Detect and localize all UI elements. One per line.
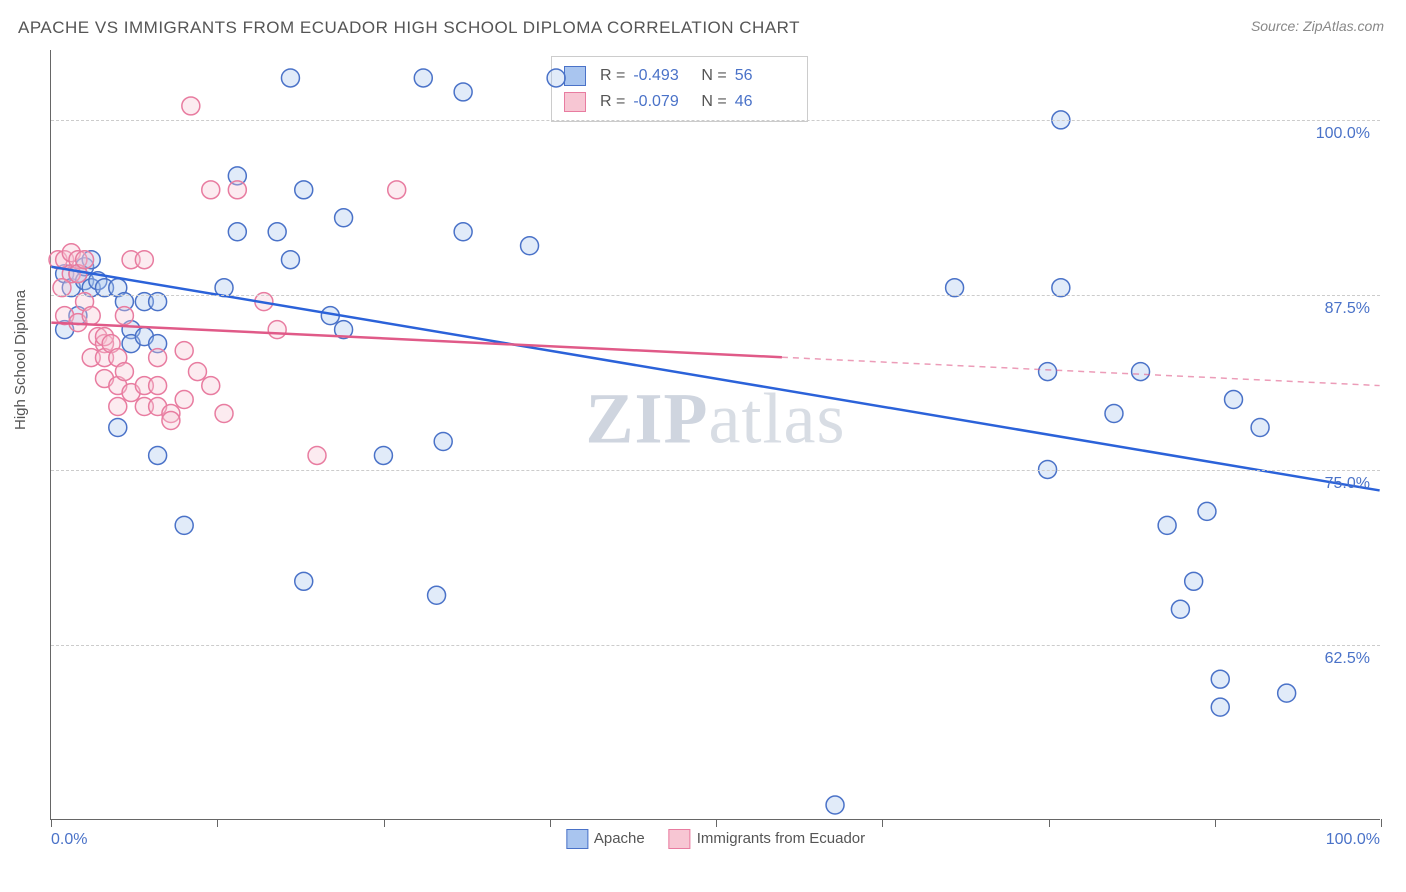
data-point: [1158, 516, 1176, 534]
data-point: [149, 446, 167, 464]
data-point: [374, 446, 392, 464]
data-point: [215, 405, 233, 423]
data-point: [53, 279, 71, 297]
data-point: [281, 69, 299, 87]
data-point: [335, 209, 353, 227]
data-point: [1211, 670, 1229, 688]
x-axis-min-label: 0.0%: [51, 831, 87, 849]
y-tick-label: 75.0%: [1325, 475, 1370, 493]
data-point: [295, 572, 313, 590]
x-tick: [51, 819, 52, 827]
data-point: [946, 279, 964, 297]
source-label: Source: ZipAtlas.com: [1251, 18, 1384, 34]
x-tick: [384, 819, 385, 827]
y-tick-label: 100.0%: [1316, 125, 1370, 143]
data-point: [135, 251, 153, 269]
data-point: [268, 223, 286, 241]
data-point: [388, 181, 406, 199]
x-tick: [882, 819, 883, 827]
data-point: [228, 181, 246, 199]
data-point: [1211, 698, 1229, 716]
data-point: [76, 251, 94, 269]
data-point: [202, 377, 220, 395]
data-point: [149, 377, 167, 395]
legend-swatch: [669, 829, 691, 849]
y-tick-label: 62.5%: [1325, 650, 1370, 668]
gridline: [51, 470, 1380, 471]
gridline: [51, 120, 1380, 121]
data-point: [428, 586, 446, 604]
legend-item: Apache: [566, 829, 645, 849]
data-point: [1105, 405, 1123, 423]
data-point: [202, 181, 220, 199]
data-point: [454, 223, 472, 241]
legend-label: Apache: [594, 830, 645, 847]
data-point: [414, 69, 432, 87]
data-point: [1278, 684, 1296, 702]
chart-title: APACHE VS IMMIGRANTS FROM ECUADOR HIGH S…: [18, 18, 800, 38]
data-point: [1052, 279, 1070, 297]
x-axis-max-label: 100.0%: [1326, 831, 1380, 849]
legend-label: Immigrants from Ecuador: [697, 830, 865, 847]
x-tick: [716, 819, 717, 827]
data-point: [175, 391, 193, 409]
x-tick: [1381, 819, 1382, 827]
trend-line-dashed: [782, 357, 1380, 385]
data-point: [149, 349, 167, 367]
series-legend: Apache Immigrants from Ecuador: [566, 829, 865, 849]
data-point: [1132, 363, 1150, 381]
data-point: [109, 419, 127, 437]
data-point: [115, 307, 133, 325]
data-point: [295, 181, 313, 199]
plot-area: ZIPatlas R = -0.493N = 56R = -0.079N = 4…: [50, 50, 1380, 820]
data-point: [1171, 600, 1189, 618]
data-point: [434, 433, 452, 451]
data-point: [1251, 419, 1269, 437]
trend-line: [51, 267, 1379, 491]
data-point: [228, 223, 246, 241]
x-tick: [1049, 819, 1050, 827]
data-point: [82, 307, 100, 325]
data-point: [162, 412, 180, 430]
gridline: [51, 645, 1380, 646]
data-point: [1198, 502, 1216, 520]
data-point: [188, 363, 206, 381]
data-point: [521, 237, 539, 255]
data-point: [109, 398, 127, 416]
scatter-svg: [51, 50, 1380, 819]
data-point: [1185, 572, 1203, 590]
x-tick: [550, 819, 551, 827]
legend-item: Immigrants from Ecuador: [669, 829, 865, 849]
data-point: [281, 251, 299, 269]
y-axis-label: High School Diploma: [12, 290, 29, 430]
y-tick-label: 87.5%: [1325, 300, 1370, 318]
data-point: [1039, 363, 1057, 381]
data-point: [1225, 391, 1243, 409]
data-point: [308, 446, 326, 464]
data-point: [547, 69, 565, 87]
data-point: [115, 363, 133, 381]
data-point: [268, 321, 286, 339]
legend-swatch: [566, 829, 588, 849]
data-point: [175, 516, 193, 534]
gridline: [51, 295, 1380, 296]
data-point: [826, 796, 844, 814]
data-point: [182, 97, 200, 115]
data-point: [175, 342, 193, 360]
x-tick: [1215, 819, 1216, 827]
data-point: [454, 83, 472, 101]
x-tick: [217, 819, 218, 827]
